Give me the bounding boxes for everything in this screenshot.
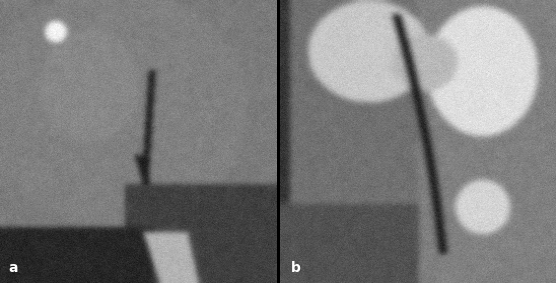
Text: a: a xyxy=(8,261,18,275)
Text: b: b xyxy=(291,261,301,275)
